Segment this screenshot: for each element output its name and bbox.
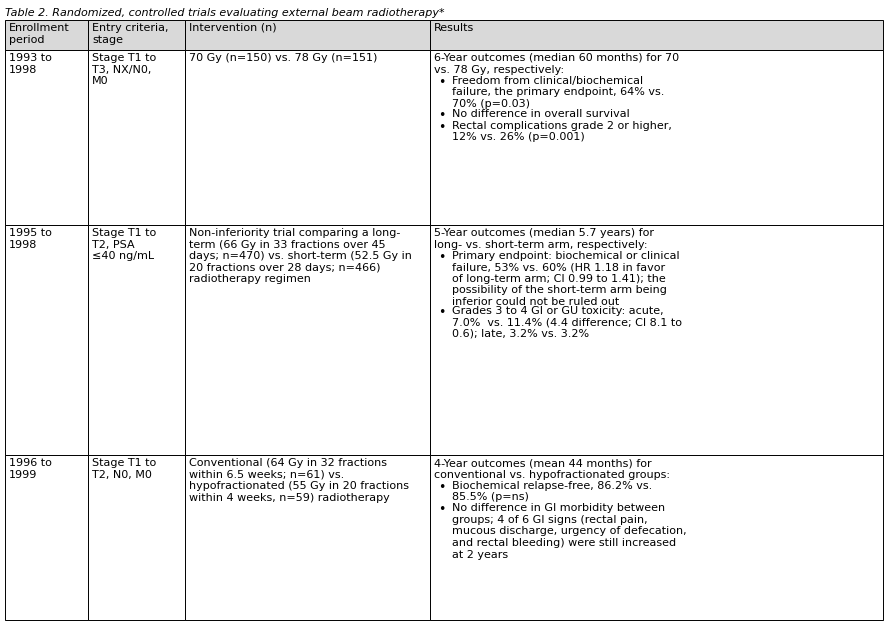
Text: Conventional (64 Gy in 32 fractions
within 6.5 weeks; n=61) vs.
hypofractionated: Conventional (64 Gy in 32 fractions with… — [189, 458, 409, 503]
Text: Results: Results — [434, 23, 474, 33]
Text: 1995 to
1998: 1995 to 1998 — [9, 228, 52, 250]
Text: 6-Year outcomes (median 60 months) for 70
vs. 78 Gy, respectively:: 6-Year outcomes (median 60 months) for 7… — [434, 53, 679, 75]
Bar — [5, 455, 88, 620]
Text: Table 2. Randomized, controlled trials evaluating external beam radiotherapy*: Table 2. Randomized, controlled trials e… — [5, 8, 445, 18]
Text: Grades 3 to 4 GI or GU toxicity: acute,
7.0%  vs. 11.4% (4.4 difference; CI 8.1 : Grades 3 to 4 GI or GU toxicity: acute, … — [452, 305, 682, 339]
Text: 5-Year outcomes (median 5.7 years) for
long- vs. short-term arm, respectively:: 5-Year outcomes (median 5.7 years) for l… — [434, 228, 654, 250]
Text: Entry criteria,
stage: Entry criteria, stage — [92, 23, 169, 45]
Text: No difference in overall survival: No difference in overall survival — [452, 109, 630, 119]
Text: •: • — [438, 305, 446, 319]
Bar — [185, 225, 430, 455]
Text: Stage T1 to
T3, NX/N0,
M0: Stage T1 to T3, NX/N0, M0 — [92, 53, 156, 86]
Bar — [88, 50, 185, 225]
Text: •: • — [438, 121, 446, 134]
Text: Primary endpoint: biochemical or clinical
failure, 53% vs. 60% (HR 1.18 in favor: Primary endpoint: biochemical or clinica… — [452, 251, 679, 307]
Bar — [88, 455, 185, 620]
Bar — [185, 20, 430, 50]
Bar — [88, 225, 185, 455]
Bar — [88, 20, 185, 50]
Text: 1996 to
1999: 1996 to 1999 — [9, 458, 52, 480]
Text: •: • — [438, 481, 446, 493]
Bar — [5, 20, 88, 50]
Bar — [5, 225, 88, 455]
Text: No difference in GI morbidity between
groups; 4 of 6 GI signs (rectal pain,
muco: No difference in GI morbidity between gr… — [452, 503, 686, 560]
Text: Stage T1 to
T2, N0, M0: Stage T1 to T2, N0, M0 — [92, 458, 156, 480]
Text: •: • — [438, 76, 446, 88]
Bar — [430, 455, 883, 620]
Text: Intervention (n): Intervention (n) — [189, 23, 277, 33]
Text: •: • — [438, 503, 446, 516]
Bar — [185, 455, 430, 620]
Text: 1993 to
1998: 1993 to 1998 — [9, 53, 52, 75]
Text: Non-inferiority trial comparing a long-
term (66 Gy in 33 fractions over 45
days: Non-inferiority trial comparing a long- … — [189, 228, 412, 285]
Bar — [430, 20, 883, 50]
Text: Rectal complications grade 2 or higher,
12% vs. 26% (p=0.001): Rectal complications grade 2 or higher, … — [452, 121, 672, 142]
Text: •: • — [438, 109, 446, 122]
Text: Biochemical relapse-free, 86.2% vs.
85.5% (p=ns): Biochemical relapse-free, 86.2% vs. 85.5… — [452, 481, 653, 502]
Bar — [185, 50, 430, 225]
Bar — [5, 50, 88, 225]
Text: Stage T1 to
T2, PSA
≤40 ng/mL: Stage T1 to T2, PSA ≤40 ng/mL — [92, 228, 156, 261]
Text: 4-Year outcomes (mean 44 months) for
conventional vs. hypofractionated groups:: 4-Year outcomes (mean 44 months) for con… — [434, 458, 670, 480]
Bar — [430, 50, 883, 225]
Text: 70 Gy (n=150) vs. 78 Gy (n=151): 70 Gy (n=150) vs. 78 Gy (n=151) — [189, 53, 377, 63]
Text: •: • — [438, 251, 446, 263]
Text: Freedom from clinical/biochemical
failure, the primary endpoint, 64% vs.
70% (p=: Freedom from clinical/biochemical failur… — [452, 76, 664, 109]
Bar — [430, 225, 883, 455]
Text: Enrollment
period: Enrollment period — [9, 23, 70, 45]
